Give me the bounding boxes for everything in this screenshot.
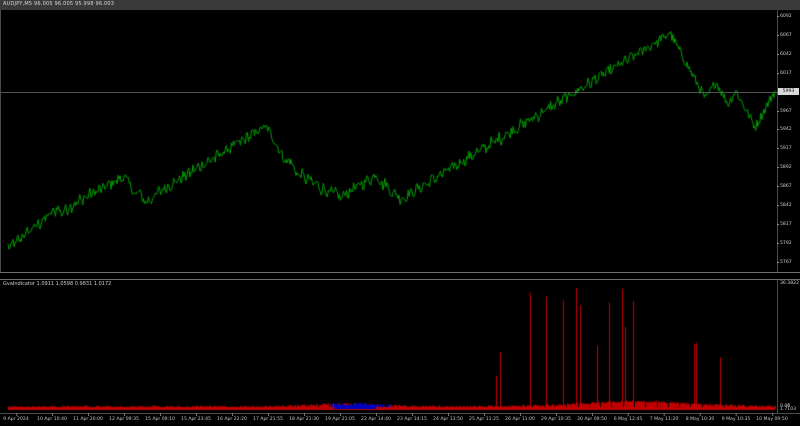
time-tick-label: 11 Apr 20:00 — [73, 413, 103, 422]
time-tick-label: 24 Apr 13:50 — [433, 413, 463, 422]
current-price-label: 5993 — [778, 88, 799, 96]
price-gridline — [0, 92, 777, 94]
time-tick-label: 8 May 10:30 — [685, 413, 715, 422]
time-tick-label: 26 Apr 11:00 — [505, 413, 535, 422]
price-tick-label: 5917 — [777, 146, 792, 152]
price-tick-label: 6067 — [777, 32, 792, 38]
pane-divider-top — [0, 272, 800, 273]
time-tick-label: 9 May 10:35 — [721, 413, 751, 422]
time-axis[interactable]: 9 Apr 2024 10 Apr 10:40 11 Apr 20:00 12 Apr… — [0, 403, 800, 426]
time-tick-label: 30 Apr 09:50 — [577, 413, 607, 422]
time-tick-label: 9 Apr 2024 — [3, 413, 29, 422]
time-tick-label: 29 Apr 10:35 — [541, 413, 571, 422]
price-tick-label: 5942 — [777, 127, 792, 133]
time-tick-label: 19 Apr 21:05 — [325, 413, 355, 422]
price-tick-label: 5817 — [777, 222, 792, 228]
price-tick-label: 5792 — [777, 241, 792, 247]
time-tick-label: 12 Apr 09:35 — [109, 413, 139, 422]
indicator-tick-label: 36.3822 — [780, 281, 799, 286]
pane-divider-bottom — [0, 279, 800, 280]
time-tick-label: 22 Apr 14:40 — [361, 413, 391, 422]
indicator-title: GvaIndicator 1.0911 1.0598 0.9831 1.0172 — [3, 281, 112, 287]
price-line-canvas — [0, 10, 777, 272]
time-tick-label: 7 May 11:20 — [649, 413, 679, 422]
time-tick-label: 10 Apr 10:40 — [37, 413, 67, 422]
time-tick-label: 25 Apr 11:25 — [469, 413, 499, 422]
price-scale[interactable]: 6092606760426017599259675942591758925867… — [777, 10, 800, 272]
indicator-pane[interactable] — [0, 288, 777, 413]
price-tick-label: 5842 — [777, 203, 792, 209]
indicator-scale[interactable]: 36.3822 0.00 — [777, 280, 800, 413]
time-tick-label: 6 May 12:45 — [613, 413, 643, 422]
time-tick-label: 10 May 09:50 — [756, 413, 788, 422]
indicator-tick-label: 0.00 — [780, 404, 791, 409]
time-tick-label: 15 Apr 23:45 — [181, 413, 211, 422]
price-tick-label: 5892 — [777, 165, 792, 171]
time-tick-label: 18 Apr 21:30 — [289, 413, 319, 422]
price-chart-pane[interactable] — [0, 10, 777, 272]
symbol-info-bar: AUDJPY,M5 96.005 96.005 95.998 96.003 — [0, 0, 800, 10]
price-tick-label: 5867 — [777, 184, 792, 190]
price-tick-label: 6017 — [777, 70, 792, 76]
indicator-histogram-canvas — [0, 288, 777, 413]
time-tick-label: 17 Apr 21:55 — [253, 413, 283, 422]
price-pane-left-border — [0, 10, 1, 272]
time-tick-label: 23 Apr 14:15 — [397, 413, 427, 422]
time-tick-label: 16 Apr 22:20 — [217, 413, 247, 422]
price-tick-label: 5767 — [777, 260, 792, 266]
symbol-info-text: AUDJPY,M5 96.005 96.005 95.998 96.003 — [3, 1, 115, 7]
price-tick-label: 5967 — [777, 108, 792, 114]
time-tick-label: 15 Apr 09:10 — [145, 413, 175, 422]
price-tick-label: 6042 — [777, 51, 792, 57]
indicator-extra-label: 1.7103 — [779, 403, 797, 412]
price-tick-label: 6092 — [777, 13, 792, 19]
